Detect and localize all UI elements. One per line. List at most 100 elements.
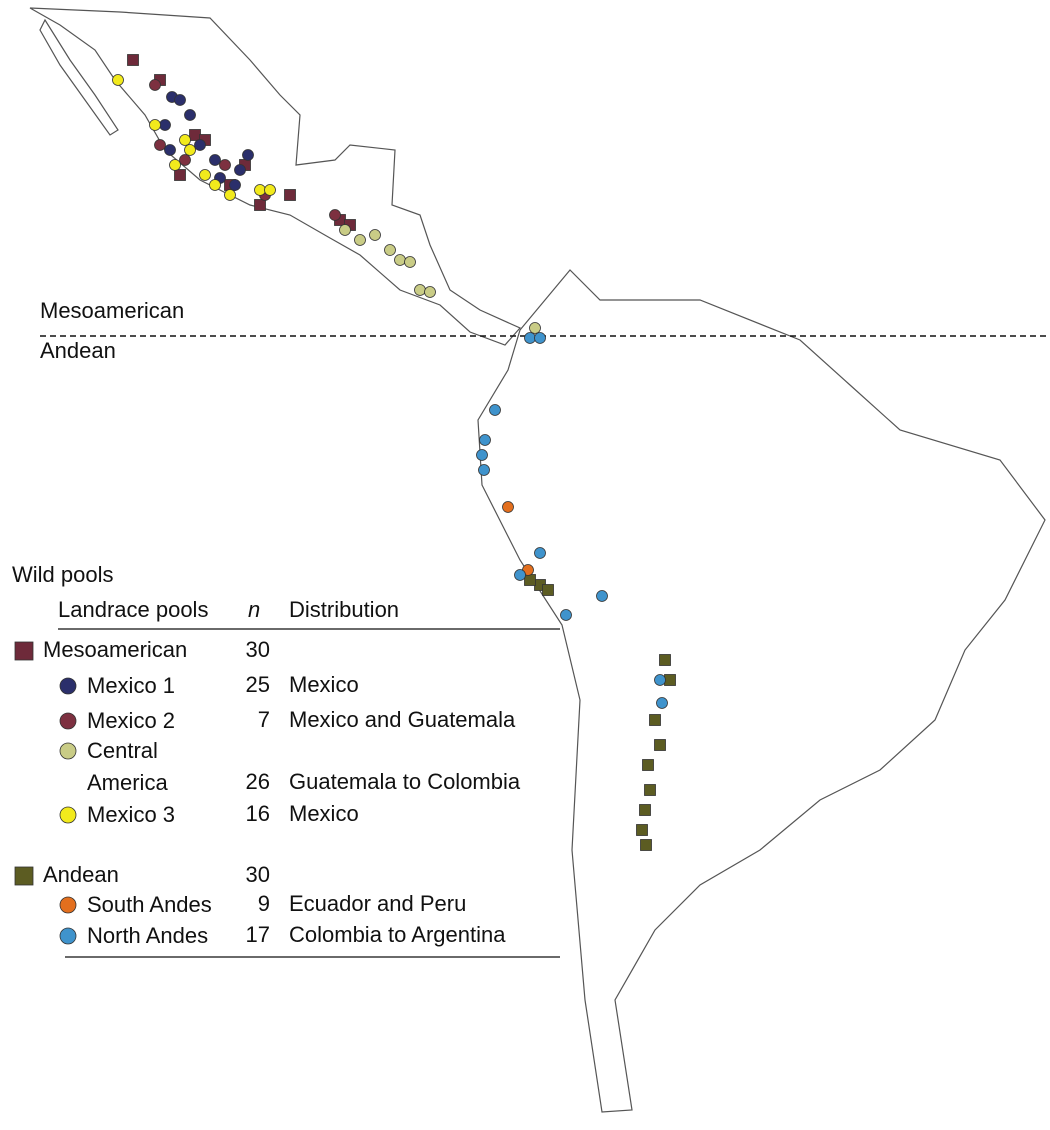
sample-marker [112, 74, 124, 86]
pool-n: 25 [246, 672, 270, 697]
sample-marker [329, 209, 341, 221]
sample-marker [149, 119, 161, 131]
sample-marker [649, 714, 661, 726]
sample-marker [254, 184, 266, 196]
pool-name-box: North Andes [87, 923, 209, 948]
sample-marker [524, 574, 536, 586]
sample-marker [414, 284, 426, 296]
sample-marker [639, 804, 651, 816]
subpool-name: South Andes [87, 892, 212, 917]
sample-marker [644, 784, 656, 796]
legend-swatch [59, 677, 77, 695]
distribution: Mexico [289, 801, 359, 826]
sample-marker [534, 547, 546, 559]
sample-marker [354, 234, 366, 246]
north-america-outline [29, 7, 521, 346]
baja-outline [39, 18, 119, 136]
sample-marker [229, 179, 241, 191]
column-header: Landrace pools [58, 597, 208, 622]
sample-marker [164, 144, 176, 156]
pool-n: 30 [246, 637, 270, 662]
sample-marker [659, 654, 671, 666]
pool-n: 26 [246, 769, 270, 794]
sample-marker [654, 739, 666, 751]
sample-marker [502, 501, 514, 513]
sample-marker [642, 759, 654, 771]
sample-marker [636, 824, 648, 836]
sample-marker [384, 244, 396, 256]
legend-swatch [14, 866, 34, 886]
pool-name-box: Mexico 1 [87, 673, 176, 698]
sample-marker [199, 169, 211, 181]
sample-marker [542, 584, 554, 596]
sample-marker [534, 332, 546, 344]
sample-markers [112, 54, 676, 851]
sample-marker [529, 322, 541, 334]
pool-name-box: South Andes [87, 892, 212, 917]
legend-title: Wild pools [12, 562, 113, 587]
subpool-name: Mexico 1 [87, 673, 176, 698]
pool-name-box: Mexico 2 [87, 708, 176, 733]
distribution: Mexico [289, 672, 359, 697]
legend-swatch [14, 641, 34, 661]
sample-marker [254, 199, 266, 211]
sample-marker [179, 154, 191, 166]
sample-marker [640, 839, 652, 851]
sample-marker [194, 139, 206, 151]
pool-n: 16 [246, 801, 270, 826]
pool-n: 17 [246, 922, 270, 947]
sample-marker [514, 569, 526, 581]
sample-marker [159, 119, 171, 131]
distribution: Mexico and Guatemala [289, 707, 516, 732]
sample-marker [654, 674, 666, 686]
distribution: Guatemala to Colombia [289, 769, 521, 794]
sample-marker [127, 54, 139, 66]
sample-marker [524, 332, 536, 344]
sample-marker [369, 229, 381, 241]
pool-n: 30 [246, 862, 270, 887]
subpool-name: North Andes [87, 923, 209, 948]
sample-marker [284, 189, 296, 201]
legend-swatch [59, 896, 77, 914]
legend-swatch [59, 742, 77, 760]
sample-marker [154, 139, 166, 151]
sample-marker [424, 286, 436, 298]
sample-marker [404, 256, 416, 268]
sample-marker [489, 404, 501, 416]
sample-marker [224, 189, 236, 201]
legend-swatch [59, 927, 77, 945]
subpool-name: Mexico 2 [87, 708, 176, 733]
legend-swatch [59, 806, 77, 824]
sample-marker [184, 144, 196, 156]
sample-marker [174, 169, 186, 181]
sample-marker [174, 94, 186, 106]
sample-marker [478, 464, 490, 476]
legend-swatch [59, 712, 77, 730]
column-header: n [248, 597, 260, 622]
south-america-outline [477, 269, 1046, 1113]
subpool-name: Mexico 3 [87, 802, 176, 827]
pool-name-box: Mexico 3 [87, 802, 176, 827]
pool-name-box: Central America [87, 738, 168, 795]
sample-marker [209, 179, 221, 191]
sample-marker [184, 109, 196, 121]
sample-marker [264, 184, 276, 196]
sample-marker [339, 224, 351, 236]
sample-marker [189, 129, 201, 141]
subpool-name: Central America [87, 738, 168, 795]
distribution: Colombia to Argentina [289, 922, 506, 947]
sample-marker [169, 159, 181, 171]
sample-marker [664, 674, 676, 686]
sample-marker [560, 609, 572, 621]
divider-south-label: Andean [40, 338, 116, 363]
sample-marker [394, 254, 406, 266]
pool-n: 9 [258, 891, 270, 916]
sample-marker [242, 149, 254, 161]
pool-n: 7 [258, 707, 270, 732]
sample-marker [596, 590, 608, 602]
column-header: Distribution [289, 597, 399, 622]
sample-marker [234, 164, 246, 176]
distribution: Ecuador and Peru [289, 891, 466, 916]
sample-marker [476, 449, 488, 461]
